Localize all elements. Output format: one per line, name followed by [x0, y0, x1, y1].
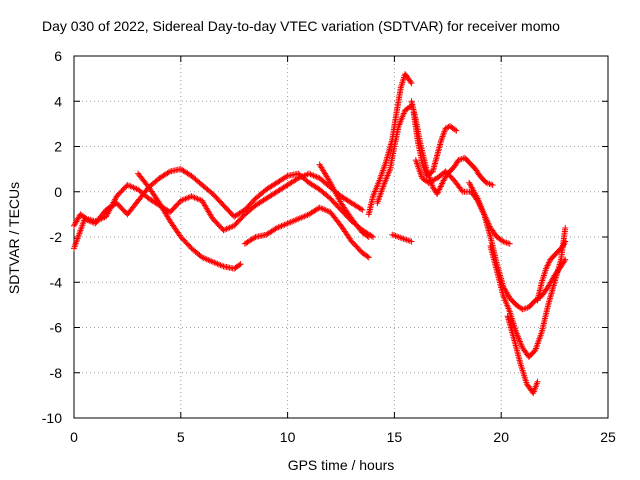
- data-point: [358, 206, 365, 213]
- x-tick-label: 25: [600, 429, 616, 445]
- series-track-j: [410, 109, 460, 179]
- data-point: [272, 225, 279, 232]
- data-point: [365, 234, 372, 240]
- data-point: [408, 80, 415, 87]
- y-tick-label: 0: [54, 184, 62, 200]
- chart-title: Day 030 of 2022, Sidereal Day-to-day VTE…: [42, 18, 560, 34]
- series-track-d: [241, 204, 372, 261]
- data-point: [407, 78, 414, 85]
- data-point: [562, 238, 569, 245]
- y-axis-ticks: -10 -8 -6 -4 -2 0 2 4 6: [42, 48, 608, 426]
- data-points: [71, 71, 569, 397]
- series-track-l: [466, 179, 569, 313]
- data-point: [364, 253, 371, 260]
- data-point: [283, 173, 290, 180]
- y-axis-title: SDTVAR / TECUs: [6, 182, 22, 294]
- series-track-n: [504, 313, 541, 397]
- data-point: [251, 234, 258, 241]
- x-tick-label: 10: [280, 429, 296, 445]
- series-track-m: [487, 224, 569, 360]
- data-point: [458, 187, 465, 194]
- data-point: [293, 176, 300, 183]
- series-track-e: [316, 161, 372, 240]
- data-point: [408, 238, 415, 245]
- data-point: [359, 206, 366, 213]
- data-point: [506, 240, 513, 247]
- series-track-h: [389, 231, 415, 245]
- data-point: [364, 233, 371, 240]
- data-point: [499, 237, 506, 244]
- series-track-g: [374, 102, 415, 207]
- data-point: [453, 127, 460, 134]
- x-tick-label: 0: [70, 429, 78, 445]
- y-tick-label: -4: [50, 274, 63, 290]
- grid-lines: [74, 56, 608, 418]
- y-tick-label: 4: [54, 93, 62, 109]
- data-point: [165, 169, 172, 176]
- y-tick-label: -6: [50, 320, 63, 336]
- data-point: [237, 261, 244, 268]
- x-axis-ticks: 0 5 10 15 20 25: [70, 56, 616, 445]
- y-tick-label: -10: [42, 410, 62, 426]
- series-track-o: [534, 238, 569, 304]
- series-track-c: [135, 170, 244, 272]
- x-tick-label: 20: [493, 429, 509, 445]
- x-axis-title: GPS time / hours: [288, 457, 395, 473]
- data-point: [489, 181, 496, 188]
- data-point: [534, 378, 541, 385]
- data-point: [562, 224, 569, 231]
- series-track-k: [412, 157, 513, 247]
- x-tick-label: 15: [387, 429, 403, 445]
- data-point: [236, 262, 243, 269]
- x-tick-label: 5: [177, 429, 185, 445]
- y-tick-label: -2: [50, 229, 63, 245]
- data-point: [452, 126, 459, 133]
- y-tick-label: 2: [54, 139, 62, 155]
- y-tick-label: -8: [50, 365, 63, 381]
- y-tick-label: 6: [54, 48, 62, 64]
- series-track-f: [365, 71, 415, 218]
- data-point: [365, 254, 372, 261]
- series-track-b: [71, 166, 377, 252]
- series-track-i: [408, 98, 496, 198]
